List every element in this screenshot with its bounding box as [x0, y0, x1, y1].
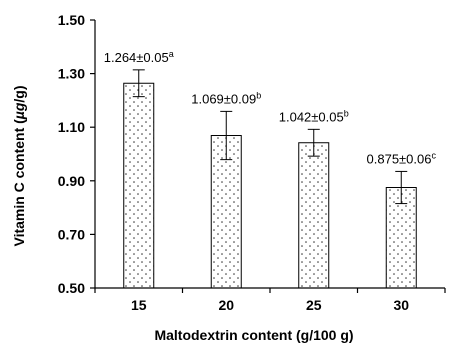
x-axis-ticks: 15 20 25 30	[94, 288, 446, 313]
y-tick-label-5: 1.50	[58, 12, 85, 28]
error-bar-30	[395, 170, 408, 205]
y-axis-title-suffix: /g)	[11, 85, 27, 102]
y-tick-label-1: 0.70	[58, 226, 85, 242]
error-bar-20	[220, 110, 233, 161]
error-bar-25	[307, 128, 320, 157]
data-label-25: 1.042±0.05b	[279, 108, 349, 124]
y-axis-title: Vitamin C content (µg/g)	[11, 85, 27, 246]
error-bar-15	[132, 69, 145, 98]
x-tick-label-20: 20	[218, 297, 234, 313]
x-tick-label-30: 30	[393, 297, 409, 313]
y-tick-label-3: 1.10	[58, 119, 85, 135]
y-axis-title-prefix: Vitamin C content (	[11, 119, 27, 247]
x-tick-label-25: 25	[306, 297, 322, 313]
y-tick-label-2: 0.90	[58, 173, 85, 189]
error-bars-group	[132, 69, 408, 205]
bar-30	[385, 187, 417, 289]
data-label-20: 1.069±0.09b	[191, 90, 261, 106]
bars-group	[123, 82, 417, 289]
y-axis-title-unit: µg	[11, 102, 27, 120]
y-axis-ticks: 0.50 0.70 0.90 1.10 1.30 1.50	[58, 12, 95, 296]
data-label-30: 0.875±0.06c	[367, 150, 437, 166]
data-label-15: 1.264±0.05a	[104, 49, 174, 65]
bar-15	[123, 82, 155, 289]
x-tick-label-15: 15	[131, 297, 147, 313]
bar-25	[298, 142, 330, 289]
y-tick-label-0: 0.50	[58, 280, 85, 296]
x-axis-title: Maltodextrin content (g/100 g)	[154, 327, 353, 343]
y-tick-label-4: 1.30	[58, 66, 85, 82]
data-labels-group: 1.264±0.05a 1.069±0.09b 1.042±0.05b 0.875±0…	[104, 49, 437, 167]
